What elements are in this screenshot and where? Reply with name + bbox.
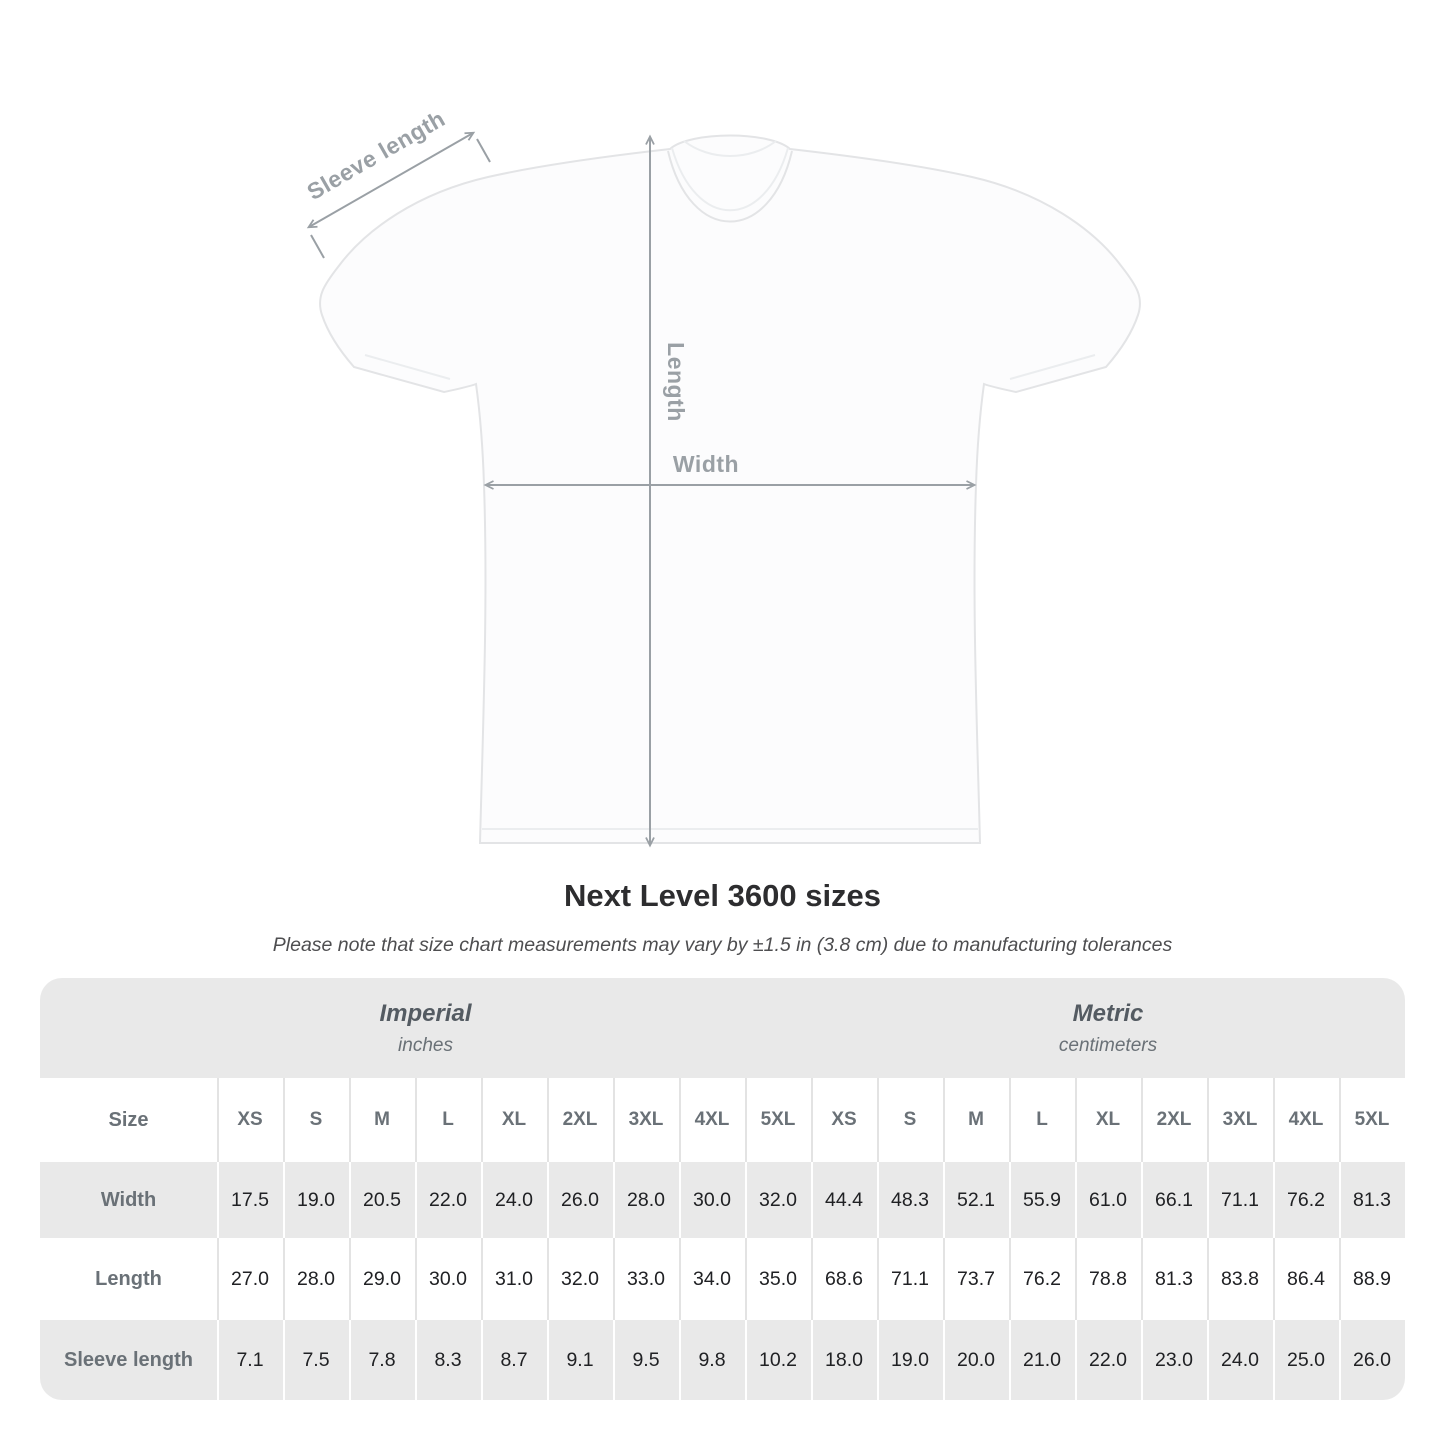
size-header-imperial-3xl: 3XL <box>613 1078 679 1162</box>
data-cell: 31.0 <box>481 1238 547 1320</box>
data-cell: 78.8 <box>1075 1238 1141 1320</box>
data-cell: 81.3 <box>1141 1238 1207 1320</box>
data-cell: 32.0 <box>547 1238 613 1320</box>
data-cell: 28.0 <box>613 1162 679 1238</box>
data-cell: 48.3 <box>877 1162 943 1238</box>
length-label: Length <box>663 342 689 422</box>
data-cell: 86.4 <box>1273 1238 1339 1320</box>
data-cell: 7.1 <box>217 1320 283 1400</box>
data-cell: 35.0 <box>745 1238 811 1320</box>
collar-fold <box>671 147 789 212</box>
data-cell: 71.1 <box>1207 1162 1273 1238</box>
back-collar-line <box>683 140 777 157</box>
data-cell: 55.9 <box>1009 1162 1075 1238</box>
size-header-metric-l: L <box>1009 1078 1075 1162</box>
size-header-imperial-2xl: 2XL <box>547 1078 613 1162</box>
data-cell: 66.1 <box>1141 1162 1207 1238</box>
data-cell: 20.5 <box>349 1162 415 1238</box>
data-cell: 24.0 <box>1207 1320 1273 1400</box>
data-cell: 28.0 <box>283 1238 349 1320</box>
data-cell: 9.1 <box>547 1320 613 1400</box>
size-header-imperial-5xl: 5XL <box>745 1078 811 1162</box>
size-header-imperial-xl: XL <box>481 1078 547 1162</box>
data-cell: 24.0 <box>481 1162 547 1238</box>
data-cell: 18.0 <box>811 1320 877 1400</box>
width-label: Width <box>673 451 739 477</box>
page-title: Next Level 3600 sizes <box>563 878 882 913</box>
size-chart-table: Imperial inches Metric centimeters Size X… <box>40 978 1405 1400</box>
data-cell: 83.8 <box>1207 1238 1273 1320</box>
data-cell: 30.0 <box>415 1238 481 1320</box>
data-cell: 26.0 <box>547 1162 613 1238</box>
data-cell: 25.0 <box>1273 1320 1339 1400</box>
size-header-metric-4xl: 4XL <box>1273 1078 1339 1162</box>
size-header-metric-5xl: 5XL <box>1339 1078 1405 1162</box>
data-cell: 7.8 <box>349 1320 415 1400</box>
imperial-group-unit: inches <box>398 1034 453 1056</box>
data-cell: 27.0 <box>217 1238 283 1320</box>
data-cell: 22.0 <box>415 1162 481 1238</box>
metric-group-unit: centimeters <box>1058 1034 1158 1056</box>
data-cell: 71.1 <box>877 1238 943 1320</box>
left-cuff-seam <box>364 354 451 380</box>
size-header-metric-xl: XL <box>1075 1078 1141 1162</box>
data-cell: 32.0 <box>745 1162 811 1238</box>
row-label: Length <box>95 1267 162 1290</box>
data-cell: 10.2 <box>745 1320 811 1400</box>
data-cell: 7.5 <box>283 1320 349 1400</box>
data-cell: 21.0 <box>1009 1320 1075 1400</box>
metric-group-title: Metric <box>1072 999 1144 1027</box>
tshirt-illustration <box>319 134 1141 844</box>
sleeve-length-label: Sleeve length <box>302 105 449 205</box>
size-header-imperial-s: S <box>283 1078 349 1162</box>
size-header-imperial-4xl: 4XL <box>679 1078 745 1162</box>
data-cell: 68.6 <box>811 1238 877 1320</box>
tshirt-measurement-diagram: Length Width Sleeve length <box>302 105 1141 848</box>
data-cell: 33.0 <box>613 1238 679 1320</box>
size-header-imperial-m: M <box>349 1078 415 1162</box>
size-header-metric-s: S <box>877 1078 943 1162</box>
size-header-imperial-xs: XS <box>217 1078 283 1162</box>
data-cell: 19.0 <box>283 1162 349 1238</box>
size-header-metric-3xl: 3XL <box>1207 1078 1273 1162</box>
row-label: Width <box>40 1162 217 1238</box>
metric-group-header: Metric centimeters <box>811 978 1405 1078</box>
data-cell: 20.0 <box>943 1320 1009 1400</box>
data-cell: 19.0 <box>877 1320 943 1400</box>
data-cell: 23.0 <box>1141 1320 1207 1400</box>
size-header-metric-m: M <box>943 1078 1009 1162</box>
data-cell: 8.7 <box>481 1320 547 1400</box>
size-header-metric-2xl: 2XL <box>1141 1078 1207 1162</box>
imperial-group-header: Imperial inches <box>40 978 811 1078</box>
data-cell: 29.0 <box>349 1238 415 1320</box>
data-cell: 30.0 <box>679 1162 745 1238</box>
data-cell: 26.0 <box>1339 1320 1405 1400</box>
tolerance-note: Please note that size chart measurements… <box>272 934 1173 956</box>
size-header-imperial-l: L <box>415 1078 481 1162</box>
imperial-group-title: Imperial <box>379 999 472 1027</box>
data-cell: 73.7 <box>943 1238 1009 1320</box>
size-header-metric-xs: XS <box>811 1078 877 1162</box>
data-cell: 9.8 <box>679 1320 745 1400</box>
collar-seam <box>667 150 793 223</box>
sleeve-length-measure-arrow <box>306 131 491 259</box>
data-cell: 22.0 <box>1075 1320 1141 1400</box>
data-cell: 61.0 <box>1075 1162 1141 1238</box>
data-cell: 17.5 <box>217 1162 283 1238</box>
data-cell: 88.9 <box>1339 1238 1405 1320</box>
size-corner-header: Size <box>108 1108 149 1131</box>
right-cuff-seam <box>1009 354 1096 380</box>
data-cell: 9.5 <box>613 1320 679 1400</box>
data-cell: 34.0 <box>679 1238 745 1320</box>
data-cell: 76.2 <box>1009 1238 1075 1320</box>
data-cell: 8.3 <box>415 1320 481 1400</box>
data-cell: 52.1 <box>943 1162 1009 1238</box>
data-cell: 81.3 <box>1339 1162 1405 1238</box>
data-cell: 44.4 <box>811 1162 877 1238</box>
data-cell: 76.2 <box>1273 1162 1339 1238</box>
row-label: Sleeve length <box>40 1320 217 1400</box>
